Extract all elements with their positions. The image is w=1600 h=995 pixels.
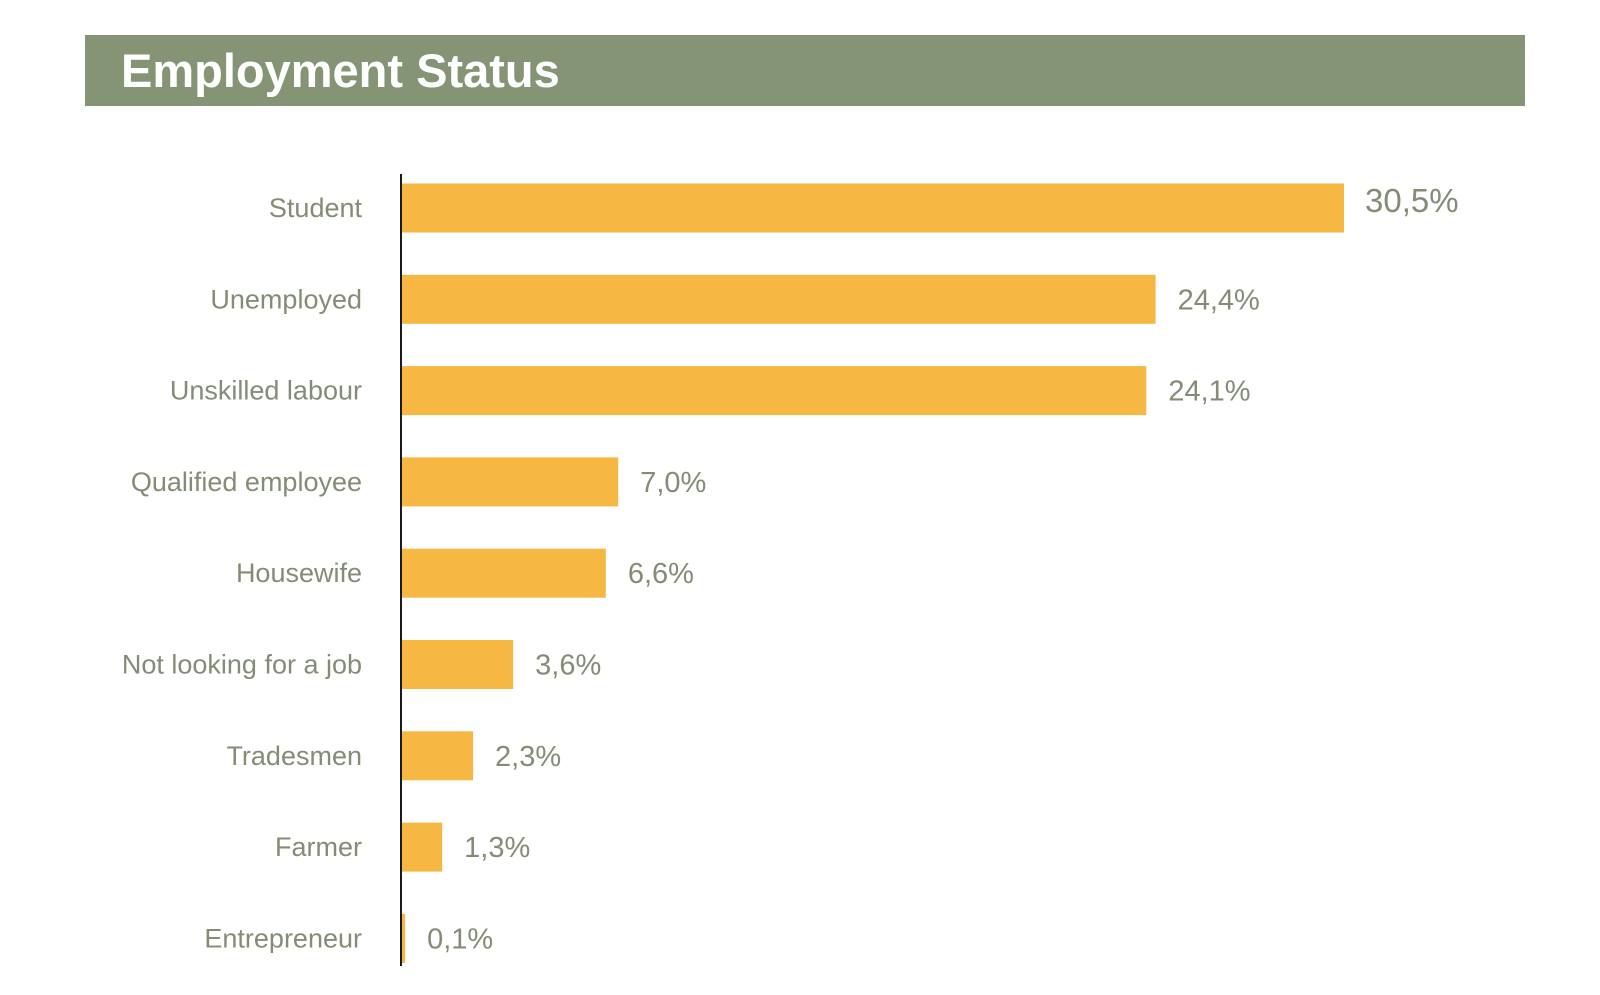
value-label: 1,3%	[464, 832, 530, 864]
category-label: Tradesmen	[226, 741, 362, 771]
value-label: 7,0%	[640, 467, 706, 499]
bar-unskilled-labour	[402, 366, 1147, 416]
title-bar: Employment Status	[85, 35, 1525, 106]
category-label: Unskilled labour	[170, 376, 362, 406]
value-label: 30,5%	[1365, 182, 1459, 219]
category-label: Farmer	[275, 832, 362, 862]
bar-tradesmen	[402, 731, 474, 781]
value-label: 0,1%	[427, 923, 493, 955]
bar-farmer	[402, 822, 443, 872]
chart-title: Employment Status	[121, 44, 560, 97]
category-label: Housewife	[236, 558, 362, 588]
bar-unemployed	[402, 274, 1156, 324]
bar-student	[402, 183, 1344, 233]
value-label: 2,3%	[495, 741, 561, 773]
bar-qualified-employee	[402, 457, 619, 507]
value-label: 3,6%	[535, 650, 601, 682]
bar-entrepreneur	[402, 913, 406, 963]
category-label: Unemployed	[210, 284, 362, 314]
bar-housewife	[402, 548, 606, 598]
value-label: 24,4%	[1178, 284, 1260, 316]
bar-not-looking-for-a-job	[402, 640, 514, 689]
category-label: Entrepreneur	[204, 923, 362, 953]
category-label: Not looking for a job	[122, 650, 362, 680]
category-label: Student	[269, 193, 363, 223]
value-label: 24,1%	[1168, 376, 1250, 408]
value-label: 6,6%	[628, 558, 694, 590]
category-label: Qualified employee	[131, 467, 362, 497]
